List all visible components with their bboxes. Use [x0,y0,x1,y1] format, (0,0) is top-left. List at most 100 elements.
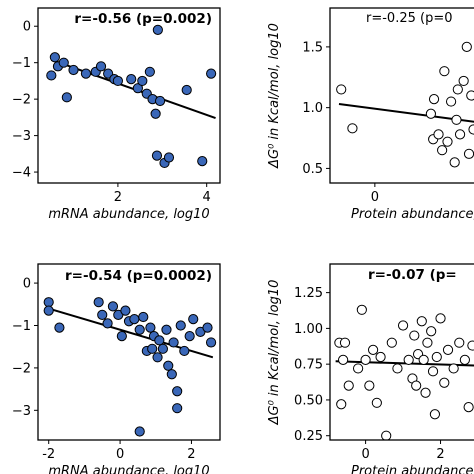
y-tick-label: −2 [12,93,31,108]
data-point [202,322,213,333]
correlation-annotation: r=-0.25 (p=0 [366,11,453,26]
data-point [449,157,460,168]
data-point [172,403,183,414]
data-point [152,24,163,35]
data-point [426,326,437,337]
data-point [61,92,72,103]
data-point [442,344,454,355]
data-point [154,335,165,346]
data-point [137,75,148,87]
data-point [138,311,149,323]
data-point [93,297,104,308]
data-point [336,84,347,95]
data-point [168,337,179,348]
data-point [416,316,427,327]
plot-area [334,304,474,440]
y-tick-label: −1 [12,56,31,71]
correlation-annotation: r=-0.54 (p=0.0002) [65,268,212,284]
x-tick-label: 0 [371,190,379,205]
data-point [97,309,108,320]
data-point [336,399,347,410]
data-point [451,114,462,125]
data-point [418,354,429,365]
data-point [43,305,54,316]
chart-panel-4: 0 2 0.25 0.50 0.75 1.00 1.25 Protein abundance,… [267,263,474,474]
x-tick-label: 2 [187,447,195,462]
data-point [152,352,163,363]
data-point [367,344,379,355]
y-tick-label: −2 [12,361,31,376]
x-axis-label: Protein abundance, M [351,207,474,222]
x-tick-label: 0 [116,447,124,462]
data-point [431,351,442,363]
y-tick-label: 0.25 [294,429,323,444]
data-point [360,354,371,365]
data-point [467,340,474,351]
axes-frame [37,263,221,441]
data-point [134,324,145,335]
data-point [175,320,186,331]
data-point [172,386,183,397]
data-point [206,68,217,79]
data-point [433,129,444,140]
data-point [461,41,472,52]
data-point [116,330,127,342]
data-point [442,136,453,147]
y-tick-label: 0.75 [294,358,323,373]
data-point [429,409,441,420]
data-point [364,380,375,391]
data-point [437,145,448,156]
data-point [428,94,440,105]
x-tick-label: 0 [361,447,369,462]
data-point [154,95,166,107]
x-axis-label: mRNA abundance, log10 [48,464,209,474]
data-point [157,343,169,354]
data-point [151,150,163,161]
data-point [343,380,354,391]
x-axis-label: Protein abundance, M [351,464,474,474]
correlation-annotation: r=-0.56 (p=0.002) [74,11,212,27]
data-point [150,108,161,119]
data-point [463,401,474,413]
data-point [338,354,349,365]
data-point [161,324,172,335]
data-point [126,73,137,85]
data-point [80,68,92,79]
data-point [120,305,131,316]
data-point [427,366,439,377]
axes-frame [37,7,221,184]
data-point [112,75,124,87]
data-point [439,66,450,77]
data-point [188,314,199,325]
y-tick-label: −4 [12,166,31,181]
correlation-annotation: r=-0.07 (p= [368,267,457,283]
data-point [205,337,217,348]
y-tick-label: 1.0 [302,101,323,116]
chart-panel-2: 0 0.5 1.0 1.5 Protein abundance, M ΔG⁰ in Kca… [267,7,474,222]
data-point [452,84,463,95]
y-tick-label: 1.5 [302,40,323,55]
data-point [371,397,382,408]
data-point [166,369,177,380]
data-point [411,380,422,391]
data-point [392,363,403,374]
data-point [356,304,367,315]
data-point [386,337,397,348]
x-tick-label: -2 [42,447,55,462]
data-point [134,426,145,437]
data-point [58,57,69,68]
data-point [425,108,437,119]
plot-area [43,297,217,437]
data-point [144,66,155,77]
axes-frame [329,7,474,184]
data-point [46,70,57,81]
y-tick-label: 1.00 [294,322,323,337]
data-point [49,52,60,63]
x-tick-label: 2 [436,447,444,462]
data-point [454,129,466,140]
data-point [381,430,392,440]
data-point [353,363,364,374]
y-tick-label: 0.50 [294,393,323,408]
plot-area [336,41,474,168]
